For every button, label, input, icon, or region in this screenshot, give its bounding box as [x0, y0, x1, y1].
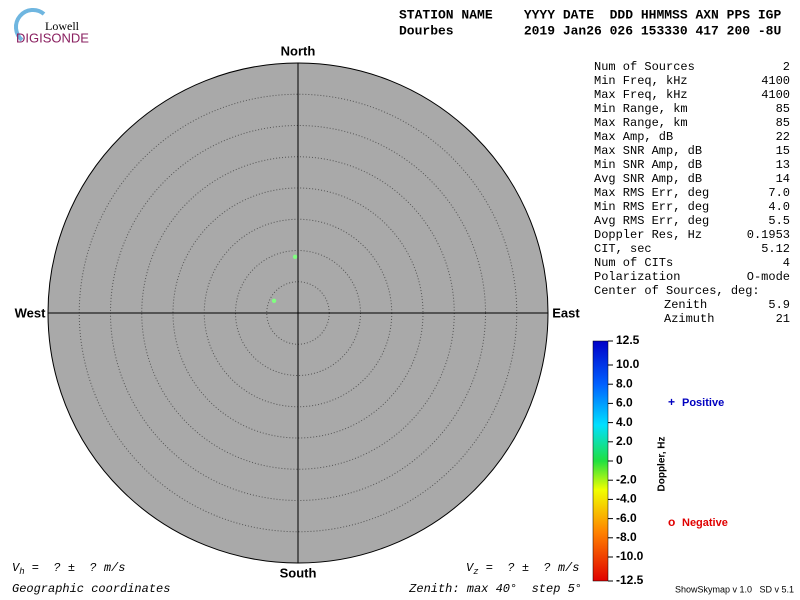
stat-label: Min Range, km — [594, 102, 688, 116]
stat-label: Max Freq, kHz — [594, 88, 688, 102]
source-point — [271, 298, 277, 303]
direction-label: West — [15, 305, 46, 320]
stat-label: CIT, sec — [594, 242, 652, 256]
stat-value: 13 — [776, 158, 790, 172]
stat-value: 85 — [776, 116, 790, 130]
colorbar — [592, 340, 609, 582]
stat-value: 4.0 — [768, 200, 790, 214]
stat-label: Center of Sources, deg: — [594, 284, 760, 298]
stat-label: Max Amp, dB — [594, 130, 673, 144]
stat-value: 2 — [783, 60, 790, 74]
version-label: ShowSkymap v 1.0 SD v 5.1 — [675, 584, 794, 594]
colorbar-tick-label: -10.0 — [616, 549, 644, 563]
vz-label: Vz = ? ± ? m/s — [466, 561, 579, 577]
stat-value: 7.0 — [768, 186, 790, 200]
colorbar-tick-label: -8.0 — [616, 530, 637, 544]
stat-value: 5.12 — [761, 242, 790, 256]
direction-label: North — [281, 43, 316, 58]
stat-value: 5.5 — [768, 214, 790, 228]
stat-label: Avg SNR Amp, dB — [594, 172, 702, 186]
stat-label: Min RMS Err, deg — [594, 200, 709, 214]
logo-swirl — [14, 8, 46, 42]
direction-label: South — [280, 565, 317, 580]
colorbar-tick-label: 2.0 — [616, 434, 633, 448]
stat-label: Doppler Res, Hz — [594, 228, 702, 242]
colorbar-tick-label: 0 — [616, 453, 623, 467]
colorbar-tick-label: 8.0 — [616, 376, 633, 390]
stat-value: 4100 — [761, 88, 790, 102]
stat-label: Max Range, km — [594, 116, 688, 130]
stat-value: O-mode — [747, 270, 790, 284]
colorbar-tick-label: -6.0 — [616, 511, 637, 525]
stat-label: Num of CITs — [594, 256, 673, 270]
colorbar-tick-label: 12.5 — [616, 333, 640, 347]
coords-label: Geographic coordinates — [12, 582, 170, 596]
legend-label: Positive — [682, 397, 724, 409]
stat-value: 85 — [776, 102, 790, 116]
plot: North South West East — [15, 43, 581, 580]
stat-value: 22 — [776, 130, 790, 144]
colorbar-tick-label: 10.0 — [616, 357, 640, 371]
stat-label: Min SNR Amp, dB — [594, 158, 702, 172]
colorbar-tick-label: -12.5 — [616, 573, 644, 587]
stat-value: 21 — [776, 312, 790, 326]
legend-marker: + — [668, 395, 675, 409]
stat-value: 0.1953 — [747, 228, 790, 242]
header: Dourbes 2019 Jan26 026 153330 417 200 -8… — [399, 23, 781, 38]
stat-label: Max SNR Amp, dB — [594, 144, 702, 158]
stat-label: Num of Sources — [594, 60, 695, 74]
stat-value: 14 — [776, 172, 790, 186]
stat-label: Polarization — [594, 270, 680, 284]
stats-table: Num of Sources 2 Min Freq, kHz 4100 Max Freq… — [594, 60, 790, 284]
colorbar-tick-label: -4.0 — [616, 492, 637, 506]
colorbar-tick-label: 4.0 — [616, 415, 633, 429]
stat-value: 15 — [776, 144, 790, 158]
colorbar-tick-label: -2.0 — [616, 472, 637, 486]
vh-label: Vh = ? ± ? m/s — [12, 561, 125, 577]
stat-value: 5.9 — [768, 298, 790, 312]
legend-marker: o — [668, 515, 675, 529]
stat-label: Max RMS Err, deg — [594, 186, 709, 200]
logo-text: Lowell — [45, 19, 80, 33]
legend-label: Negative — [682, 517, 728, 529]
colorbar-label: Doppler, Hz — [657, 436, 668, 491]
colorbar-tick-label: 6.0 — [616, 396, 633, 410]
stat-label: Azimuth — [664, 312, 714, 326]
stat-label: Zenith — [664, 298, 707, 312]
zenith-label: Zenith: max 40° step 5° — [408, 582, 582, 596]
source-point — [292, 254, 298, 260]
direction-label: East — [552, 305, 580, 320]
stat-label: Avg RMS Err, deg — [594, 214, 709, 228]
logo-text: DIGISONDE — [16, 30, 89, 45]
stat-value: 4100 — [761, 74, 790, 88]
stat-label: Min Freq, kHz — [594, 74, 688, 88]
stat-value: 4 — [783, 256, 790, 270]
header: STATION NAME YYYY DATE DDD HHMMSS AXN PP… — [399, 7, 781, 22]
